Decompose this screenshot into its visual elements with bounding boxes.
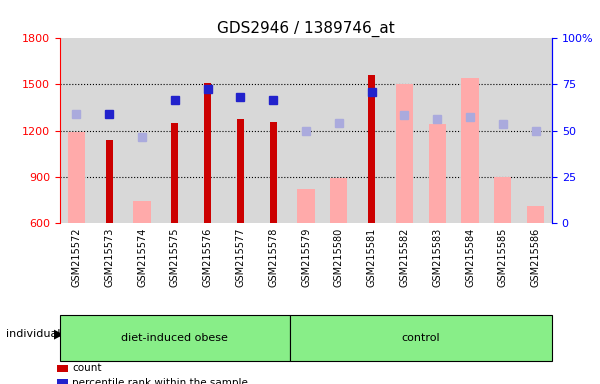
Bar <box>322 38 355 223</box>
Bar <box>519 38 552 223</box>
Text: count: count <box>72 363 101 373</box>
Bar <box>428 124 446 223</box>
Bar <box>172 123 178 223</box>
Text: percentile rank within the sample: percentile rank within the sample <box>72 378 248 384</box>
Bar <box>396 84 413 223</box>
Bar <box>93 38 125 223</box>
Bar <box>355 38 388 223</box>
Bar <box>494 177 511 223</box>
Text: individual: individual <box>6 329 61 339</box>
Bar <box>487 38 519 223</box>
Bar <box>60 38 93 223</box>
Bar <box>270 122 277 223</box>
Bar <box>388 38 421 223</box>
Bar <box>330 178 347 223</box>
Text: diet-induced obese: diet-induced obese <box>121 333 228 343</box>
Bar <box>527 206 544 223</box>
Bar <box>106 140 113 223</box>
Bar <box>158 38 191 223</box>
Bar <box>368 75 375 223</box>
Bar <box>461 78 479 223</box>
Bar <box>237 119 244 223</box>
Bar <box>191 38 224 223</box>
Bar <box>454 38 487 223</box>
Bar <box>133 201 151 223</box>
Bar <box>224 38 257 223</box>
Bar <box>125 38 158 223</box>
Text: control: control <box>401 333 440 343</box>
Bar <box>421 38 454 223</box>
Bar <box>204 83 211 223</box>
Bar <box>68 132 85 223</box>
Text: ▶: ▶ <box>54 328 64 341</box>
Bar <box>290 38 322 223</box>
Title: GDS2946 / 1389746_at: GDS2946 / 1389746_at <box>217 21 395 37</box>
Bar <box>298 189 314 223</box>
Bar <box>257 38 290 223</box>
